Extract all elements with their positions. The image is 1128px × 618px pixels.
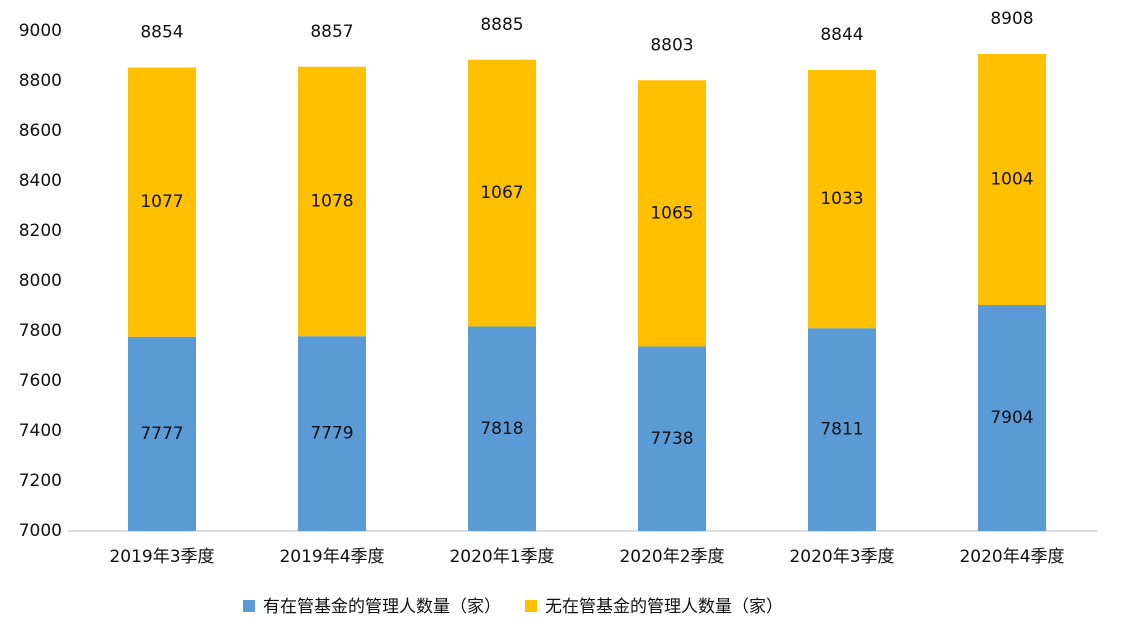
value-label: 7777 <box>140 424 183 444</box>
y-tick-label: 8200 <box>19 221 62 241</box>
x-tick-label: 2020年4季度 <box>959 547 1064 567</box>
total-label: 8844 <box>820 25 863 45</box>
bar-segment <box>638 346 706 531</box>
value-label: 1078 <box>310 192 353 212</box>
bar-segment <box>808 328 876 531</box>
value-label: 7811 <box>820 420 863 440</box>
y-tick-label: 8800 <box>19 71 62 91</box>
value-label: 7904 <box>990 408 1033 428</box>
y-tick-label: 8400 <box>19 171 62 191</box>
total-label: 8908 <box>990 9 1033 29</box>
bar-segment <box>298 66 366 337</box>
bar-segment <box>468 326 536 531</box>
y-tick-label: 7600 <box>19 371 62 391</box>
x-tick-label: 2020年3季度 <box>789 547 894 567</box>
y-tick-label: 8000 <box>19 271 62 291</box>
y-tick-label: 7400 <box>19 421 62 441</box>
bar-segment <box>298 336 366 531</box>
y-tick-label: 7200 <box>19 471 62 491</box>
value-label: 7818 <box>480 419 523 439</box>
x-tick-label: 2019年4季度 <box>279 547 384 567</box>
y-tick-label: 9000 <box>19 21 62 41</box>
bar-segment <box>638 80 706 347</box>
value-label: 1065 <box>650 203 693 223</box>
bar-segment <box>128 67 196 337</box>
total-label: 8885 <box>480 15 523 35</box>
bar-segment <box>978 54 1046 305</box>
value-label: 1067 <box>480 183 523 203</box>
value-label: 1004 <box>990 170 1033 190</box>
y-tick-label: 7800 <box>19 321 62 341</box>
value-label: 1033 <box>820 189 863 209</box>
legend-swatch <box>243 600 255 612</box>
legend-swatch <box>525 600 537 612</box>
total-label: 8854 <box>140 23 183 43</box>
y-tick-label: 7000 <box>19 521 62 541</box>
total-label: 8857 <box>310 22 353 42</box>
x-tick-label: 2020年2季度 <box>619 547 724 567</box>
legend-label: 有在管基金的管理人数量（家） <box>263 597 501 617</box>
value-label: 7738 <box>650 429 693 449</box>
bar-segment <box>128 336 196 531</box>
value-label: 7779 <box>310 424 353 444</box>
bar-segment <box>468 59 536 327</box>
bar-segment <box>978 305 1046 531</box>
total-label: 8803 <box>650 35 693 55</box>
bar-segment <box>808 70 876 329</box>
x-tick-label: 2020年1季度 <box>449 547 554 567</box>
legend-label: 无在管基金的管理人数量（家） <box>545 597 783 617</box>
y-tick-label: 8600 <box>19 121 62 141</box>
x-tick-label: 2019年3季度 <box>109 547 214 567</box>
value-label: 1077 <box>140 192 183 212</box>
